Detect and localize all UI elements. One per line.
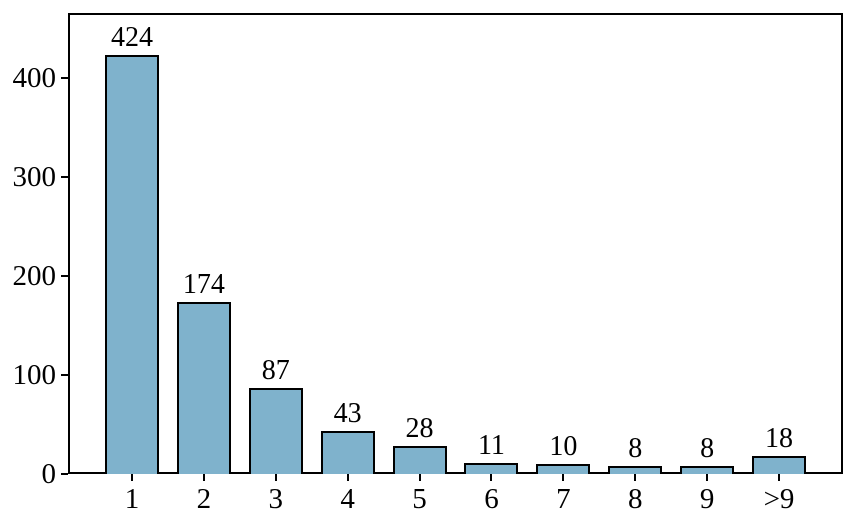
y-axis-tick-label: 200 bbox=[12, 260, 57, 293]
bar-value-label: 87 bbox=[261, 354, 290, 386]
bar bbox=[176, 301, 231, 474]
x-axis-tick bbox=[778, 474, 781, 481]
x-axis-tick-label: >9 bbox=[763, 483, 795, 515]
bar-value-label: 28 bbox=[405, 413, 434, 445]
x-axis-tick bbox=[346, 474, 349, 481]
bar bbox=[104, 54, 159, 474]
bar-value-label: 8 bbox=[628, 433, 643, 465]
x-axis-tick bbox=[562, 474, 565, 481]
bar bbox=[320, 431, 375, 474]
y-axis-tick bbox=[61, 176, 68, 179]
bar-value-label: 11 bbox=[477, 430, 505, 462]
x-axis-tick-label: 8 bbox=[627, 483, 643, 515]
x-axis-tick-label: 6 bbox=[484, 483, 499, 515]
bar bbox=[680, 466, 735, 474]
x-axis-tick bbox=[634, 474, 637, 481]
bar-value-label: 10 bbox=[549, 431, 578, 463]
x-axis-tick-label: 2 bbox=[196, 483, 212, 515]
bar-value-label: 43 bbox=[333, 398, 362, 430]
y-axis-tick bbox=[61, 473, 68, 475]
x-axis-tick-label: 1 bbox=[124, 483, 140, 515]
y-axis-tick bbox=[61, 275, 68, 278]
y-axis-tick-label: 100 bbox=[12, 359, 57, 392]
x-axis-tick-label: 4 bbox=[340, 483, 355, 515]
x-axis-tick bbox=[130, 474, 133, 481]
bar bbox=[608, 466, 663, 474]
x-axis-tick bbox=[418, 474, 421, 481]
bar-value-label: 174 bbox=[182, 268, 225, 300]
bar bbox=[248, 387, 303, 474]
bar bbox=[392, 446, 447, 474]
bar-value-label: 424 bbox=[110, 21, 153, 53]
y-axis-tick-label: 300 bbox=[12, 161, 57, 194]
bar bbox=[752, 456, 807, 474]
x-axis-tick-label: 3 bbox=[268, 483, 284, 515]
y-axis-tick bbox=[61, 374, 68, 377]
x-axis-tick bbox=[490, 474, 493, 481]
x-axis-tick bbox=[202, 474, 205, 481]
bar-value-label: 18 bbox=[765, 423, 794, 455]
x-axis-tick-label: 9 bbox=[699, 483, 715, 515]
x-axis-tick bbox=[706, 474, 709, 481]
y-axis-tick bbox=[61, 77, 68, 80]
x-axis-tick bbox=[274, 474, 277, 481]
bar bbox=[464, 463, 519, 474]
x-axis-tick-label: 5 bbox=[412, 483, 427, 515]
y-axis-tick-label: 0 bbox=[41, 458, 57, 490]
y-axis-tick-label: 400 bbox=[12, 62, 57, 95]
x-axis-tick-label: 7 bbox=[556, 483, 571, 515]
bar-value-label: 8 bbox=[700, 433, 715, 465]
bar bbox=[536, 464, 591, 474]
